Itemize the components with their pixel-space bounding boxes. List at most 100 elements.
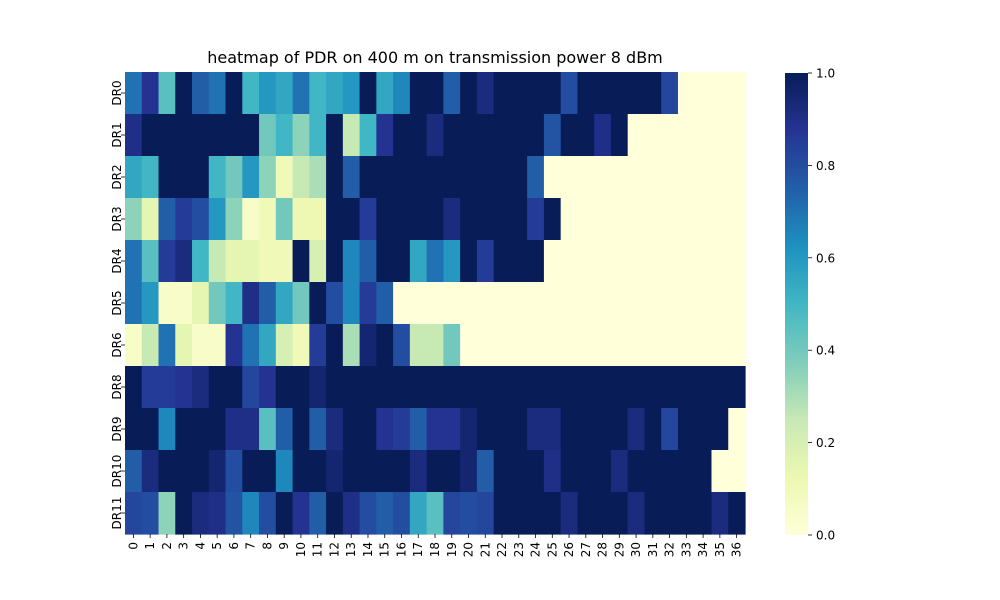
heatmap-cell xyxy=(610,492,629,535)
heatmap-cell xyxy=(527,408,545,451)
heatmap-cell xyxy=(359,324,377,367)
heatmap-cell xyxy=(192,282,210,325)
heatmap-cell xyxy=(259,450,277,493)
heatmap-cell xyxy=(225,492,243,535)
heatmap-cell xyxy=(259,198,277,241)
heatmap-cell xyxy=(359,114,377,157)
heatmap-cell xyxy=(510,408,528,451)
heatmap-cell xyxy=(242,492,260,535)
heatmap-cell xyxy=(175,408,193,451)
heatmap-cell xyxy=(342,366,361,409)
x-tick-label: 6 xyxy=(227,542,241,550)
heatmap-cell xyxy=(292,72,310,115)
heatmap-cell xyxy=(208,198,227,241)
heatmap-cell xyxy=(711,492,729,535)
x-tick-label: 28 xyxy=(596,542,610,557)
heatmap-cell xyxy=(326,240,344,283)
heatmap-cell xyxy=(527,450,545,493)
heatmap-cell xyxy=(393,156,411,199)
heatmap-cell xyxy=(627,114,646,157)
heatmap-cell xyxy=(610,366,629,409)
heatmap-cell xyxy=(342,282,361,325)
heatmap-cell xyxy=(309,240,327,283)
heatmap-cell xyxy=(711,72,729,115)
y-tick-label: DR6 xyxy=(110,332,124,357)
heatmap-cell xyxy=(393,408,411,451)
heatmap-cell xyxy=(192,408,210,451)
heatmap-cell xyxy=(326,492,344,535)
heatmap-cell xyxy=(543,198,562,241)
heatmap-cell xyxy=(527,282,545,325)
heatmap-cell xyxy=(443,156,461,199)
heatmap-cell xyxy=(510,240,528,283)
heatmap-cell xyxy=(192,114,210,157)
heatmap-cell xyxy=(259,282,277,325)
heatmap-cell xyxy=(393,114,411,157)
heatmap-cell xyxy=(409,492,428,535)
heatmap-cell xyxy=(242,324,260,367)
heatmap-cell xyxy=(125,72,143,115)
heatmap-cell xyxy=(560,72,579,115)
heatmap-cell xyxy=(225,114,243,157)
heatmap-cell xyxy=(326,282,344,325)
heatmap-cell xyxy=(242,156,260,199)
x-tick-label: 35 xyxy=(713,542,727,557)
heatmap-cell xyxy=(694,324,713,367)
heatmap-cell xyxy=(527,366,545,409)
heatmap-cell xyxy=(677,114,696,157)
heatmap-cell xyxy=(661,114,679,157)
heatmap-cell xyxy=(175,324,193,367)
x-tick-label: 8 xyxy=(260,542,274,550)
heatmap-cell xyxy=(292,366,310,409)
heatmap-cell xyxy=(342,198,361,241)
heatmap-cell xyxy=(728,156,746,199)
heatmap-cell xyxy=(192,72,210,115)
heatmap-cell xyxy=(175,366,193,409)
heatmap-cell xyxy=(510,156,528,199)
heatmap-cell xyxy=(476,240,495,283)
heatmap-cell xyxy=(577,114,595,157)
y-tick-label: DR0 xyxy=(110,80,124,105)
heatmap-cell xyxy=(409,114,428,157)
heatmap-cell xyxy=(476,450,495,493)
heatmap-cell xyxy=(292,282,310,325)
heatmap-cell xyxy=(510,366,528,409)
heatmap-cell xyxy=(610,156,629,199)
heatmap-cell xyxy=(577,450,595,493)
heatmap-cell xyxy=(426,114,444,157)
heatmap-cell xyxy=(158,240,176,283)
heatmap-cell xyxy=(158,450,176,493)
heatmap-cell xyxy=(577,72,595,115)
x-tick-label: 4 xyxy=(193,542,207,550)
heatmap-cell xyxy=(409,450,428,493)
heatmap-cell xyxy=(460,198,478,241)
heatmap-cell xyxy=(426,72,444,115)
heatmap-cell xyxy=(661,366,679,409)
heatmap-cell xyxy=(476,408,495,451)
heatmap-cell xyxy=(543,114,562,157)
heatmap-cell xyxy=(326,324,344,367)
x-tick-label: 33 xyxy=(679,542,693,557)
heatmap-cell xyxy=(677,366,696,409)
x-tick-label: 16 xyxy=(394,542,408,557)
heatmap-cell xyxy=(493,114,512,157)
heatmap-cell xyxy=(376,240,394,283)
heatmap-cell xyxy=(309,408,327,451)
heatmap-cell xyxy=(259,240,277,283)
heatmap-cell xyxy=(510,492,528,535)
heatmap-cell xyxy=(577,366,595,409)
heatmap-cell xyxy=(342,324,361,367)
heatmap-cell xyxy=(259,114,277,157)
heatmap-cell xyxy=(560,450,579,493)
heatmap-cell xyxy=(694,240,713,283)
heatmap-cell xyxy=(259,324,277,367)
heatmap-cell xyxy=(460,156,478,199)
heatmap-cell xyxy=(426,408,444,451)
heatmap-cell xyxy=(627,450,646,493)
heatmap-cell xyxy=(694,408,713,451)
heatmap-cell xyxy=(225,450,243,493)
heatmap-cell xyxy=(158,282,176,325)
heatmap-cell xyxy=(527,324,545,367)
heatmap-cell xyxy=(594,240,612,283)
heatmap-cell xyxy=(426,450,444,493)
